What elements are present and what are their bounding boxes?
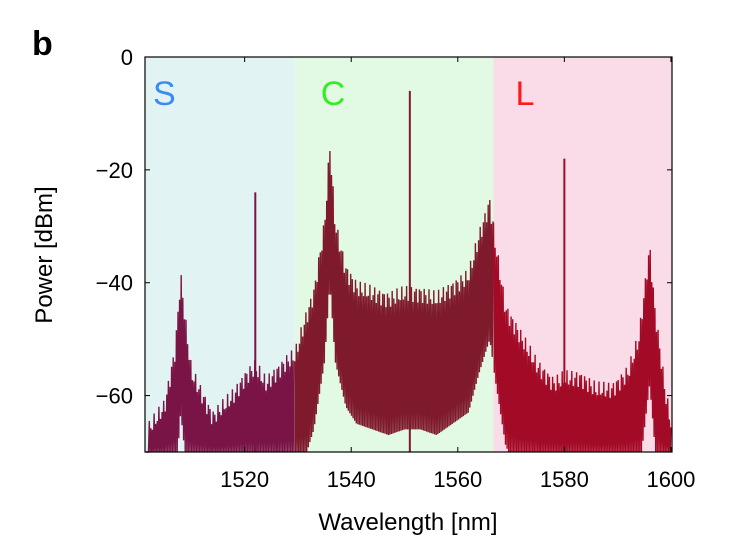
y-tick-label: −20 bbox=[96, 158, 133, 183]
y-axis-label: Power [dBm] bbox=[31, 186, 58, 323]
band-backgrounds bbox=[145, 57, 672, 452]
band-L-label: L bbox=[515, 75, 534, 113]
comb-lines-C bbox=[294, 150, 494, 453]
x-axis-label: Wavelength [nm] bbox=[318, 509, 497, 536]
y-tick-label: 0 bbox=[121, 45, 133, 70]
x-tick-label: 1520 bbox=[220, 467, 269, 492]
x-tick-label: 1540 bbox=[327, 467, 376, 492]
x-tick-label: 1560 bbox=[433, 467, 482, 492]
y-tick-label: −40 bbox=[96, 271, 133, 296]
panel-label: b bbox=[32, 25, 53, 63]
band-C-label: C bbox=[321, 75, 346, 113]
y-tick-label: −60 bbox=[96, 384, 133, 409]
plot-frame bbox=[144, 56, 673, 453]
ticks: 1520 1540 1560 1580 1600 0 −20 −40 −60 bbox=[96, 45, 696, 492]
x-tick-label: 1600 bbox=[646, 467, 695, 492]
band-S-label: S bbox=[153, 75, 176, 113]
x-tick-label: 1580 bbox=[540, 467, 589, 492]
comb-lines-S bbox=[145, 275, 295, 453]
